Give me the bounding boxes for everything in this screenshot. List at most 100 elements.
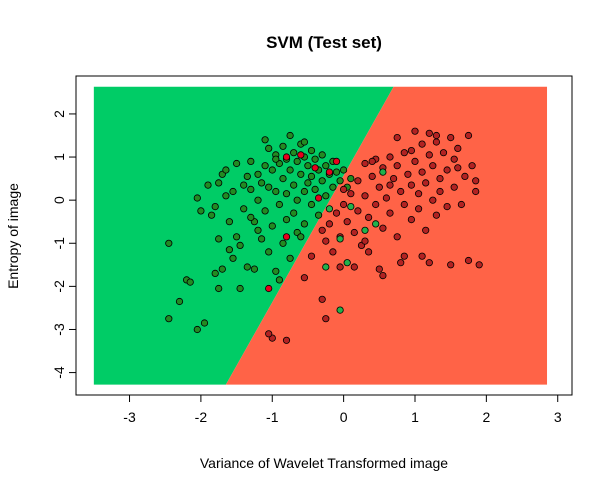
data-point (307, 252, 316, 260)
data-point (293, 157, 301, 165)
data-point (347, 190, 355, 198)
y-tick-label: -1 (51, 237, 67, 250)
data-point (257, 179, 266, 187)
data-point (343, 259, 351, 267)
data-point (282, 216, 291, 224)
data-point (165, 315, 173, 323)
data-point (311, 164, 319, 172)
y-tick-label: 1 (51, 153, 67, 161)
data-point (414, 190, 423, 198)
data-point (318, 151, 326, 159)
decision-regions (93, 86, 548, 385)
data-points (165, 127, 483, 344)
data-point (193, 194, 201, 202)
data-point (279, 142, 287, 150)
data-point (400, 149, 408, 157)
data-point (290, 149, 298, 157)
data-point (243, 263, 251, 271)
data-point (325, 205, 333, 213)
data-point (429, 196, 437, 204)
region-class-0 (93, 86, 394, 385)
data-point (332, 209, 341, 217)
data-point (272, 155, 280, 163)
data-point (265, 144, 273, 152)
data-point (254, 170, 262, 178)
data-point (318, 226, 326, 234)
data-point (389, 175, 398, 183)
data-point (290, 209, 298, 217)
data-point (364, 213, 373, 221)
data-point (243, 172, 251, 180)
data-point (218, 265, 226, 273)
data-point (297, 151, 305, 159)
data-point (339, 185, 348, 193)
data-point (265, 330, 273, 338)
data-point (432, 131, 440, 140)
data-point (422, 179, 430, 187)
data-point (282, 190, 291, 198)
data-point (215, 235, 223, 243)
data-point (347, 175, 355, 183)
data-point (400, 252, 408, 260)
data-point (211, 203, 219, 211)
data-point (311, 185, 319, 193)
data-point (208, 211, 216, 219)
y-tick-label: 2 (51, 110, 67, 118)
y-axis-label: Entropy of image (5, 183, 21, 289)
data-point (318, 177, 326, 185)
y-tick-label: -3 (51, 323, 67, 336)
data-point (339, 200, 348, 209)
data-point (229, 254, 237, 262)
data-point (286, 131, 294, 140)
data-point (361, 192, 369, 200)
data-point (325, 220, 333, 228)
data-point (350, 228, 358, 237)
x-tick-label: -2 (195, 409, 208, 425)
data-point (422, 226, 430, 234)
data-point (464, 131, 473, 140)
data-point (418, 252, 426, 260)
data-point (472, 187, 480, 196)
x-tick-label: 0 (340, 409, 348, 425)
data-point (361, 226, 369, 234)
data-point (407, 181, 415, 189)
data-point (322, 263, 330, 271)
data-point (268, 222, 276, 230)
data-point (222, 166, 230, 174)
region-class-1 (225, 86, 548, 385)
data-point (215, 284, 223, 293)
data-point (307, 172, 316, 180)
data-point (304, 162, 312, 170)
data-point (472, 177, 480, 185)
data-point (318, 295, 326, 303)
data-point (354, 207, 362, 215)
data-point (461, 172, 469, 180)
data-point (418, 168, 426, 176)
x-tick-label: 3 (554, 409, 562, 425)
data-point (382, 194, 390, 202)
data-point (368, 157, 376, 165)
data-point (386, 153, 394, 161)
data-point (414, 205, 423, 213)
data-point (407, 216, 415, 224)
data-point (307, 200, 316, 209)
data-point (386, 181, 394, 189)
data-point (411, 157, 419, 165)
data-point (347, 203, 355, 211)
data-point (286, 254, 294, 262)
data-point (311, 155, 319, 163)
data-point (400, 200, 408, 209)
data-point (275, 200, 283, 209)
data-point (254, 226, 262, 234)
data-point (265, 183, 273, 191)
data-point (247, 157, 255, 165)
data-point (322, 192, 330, 200)
x-axis: -3 -2 -1 0 1 2 3 (123, 394, 562, 425)
data-point (354, 177, 362, 185)
data-point (186, 278, 194, 286)
data-point (314, 194, 323, 202)
data-point (211, 269, 219, 277)
data-point (322, 237, 330, 245)
data-point (300, 274, 308, 282)
